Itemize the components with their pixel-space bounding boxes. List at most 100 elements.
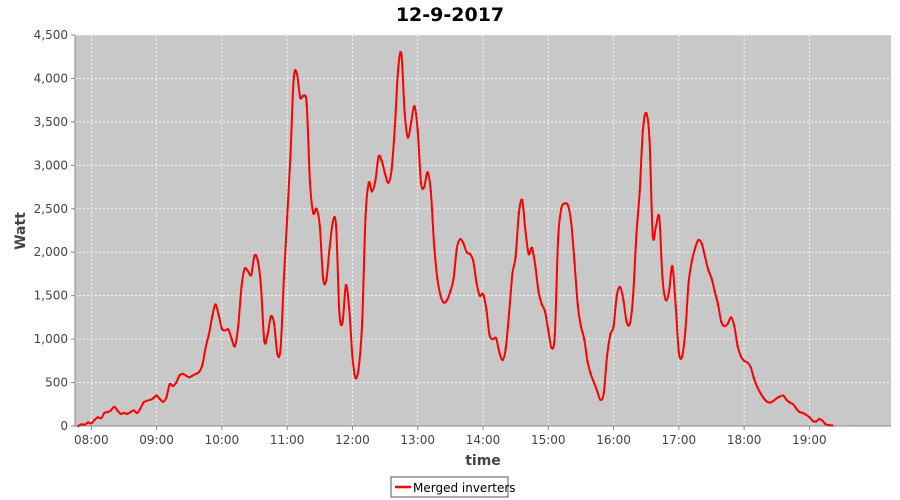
data-point <box>312 211 315 215</box>
data-point <box>814 420 818 423</box>
data-point <box>282 277 286 280</box>
data-point <box>749 365 752 369</box>
data-point <box>233 344 237 348</box>
data-point <box>622 298 625 302</box>
data-point <box>318 225 321 228</box>
data-point <box>361 320 364 323</box>
data-point <box>148 398 152 402</box>
data-point <box>739 355 743 358</box>
data-point <box>658 216 661 219</box>
data-point <box>785 398 788 402</box>
data-point <box>328 246 331 250</box>
data-point <box>795 407 798 410</box>
data-point <box>540 303 543 306</box>
axes: 0 500 1,000 1,500 2,000 2,500 3,000 3,500 4,000 4… <box>34 28 891 447</box>
y-tick-label: 4,000 <box>34 71 68 85</box>
series-line <box>77 50 834 427</box>
x-tick-label: 09:00 <box>139 433 174 447</box>
data-point <box>550 346 553 349</box>
data-point <box>804 413 808 416</box>
data-point <box>354 377 357 380</box>
data-point <box>99 417 103 420</box>
data-point <box>654 225 658 228</box>
data-point <box>808 416 811 419</box>
data-point <box>697 238 700 242</box>
data-point <box>638 190 641 193</box>
y-tick-label: 1,500 <box>34 289 68 303</box>
data-point <box>576 303 579 306</box>
data-point <box>429 190 432 193</box>
data-point <box>498 350 501 354</box>
data-point <box>171 384 175 388</box>
data-point <box>703 255 707 258</box>
data-point <box>423 185 426 189</box>
data-point <box>491 337 494 341</box>
data-point <box>514 255 517 258</box>
data-point <box>413 105 416 108</box>
data-point <box>152 397 155 400</box>
data-point <box>132 409 135 412</box>
data-point <box>436 277 439 280</box>
data-point <box>507 311 511 315</box>
data-point <box>687 281 690 284</box>
data-point <box>223 329 227 332</box>
data-point <box>775 397 778 400</box>
data-point <box>377 155 380 158</box>
data-point <box>230 337 233 341</box>
data-point <box>269 315 272 318</box>
data-point <box>798 410 801 414</box>
data-point <box>165 396 168 399</box>
data-point <box>801 411 805 415</box>
data-point <box>596 390 599 393</box>
data-point <box>547 329 550 332</box>
data-point <box>383 172 387 176</box>
x-tick-label: 18:00 <box>727 433 762 447</box>
data-point <box>831 424 834 427</box>
data-point <box>530 246 534 250</box>
data-point <box>583 337 586 341</box>
data-point <box>119 412 122 415</box>
data-point <box>485 307 488 310</box>
data-point <box>184 374 188 377</box>
data-point <box>374 179 377 183</box>
data-point <box>214 303 217 306</box>
data-point <box>83 423 87 426</box>
data-point <box>246 270 250 273</box>
data-point <box>338 311 341 315</box>
data-point <box>256 259 259 263</box>
data-point <box>534 264 537 267</box>
data-point <box>517 211 521 215</box>
data-point <box>827 423 831 427</box>
data-point <box>566 204 570 207</box>
data-point <box>635 233 638 236</box>
data-point <box>364 216 367 219</box>
data-point <box>713 290 716 293</box>
data-point <box>106 410 109 414</box>
data-point <box>586 359 589 362</box>
data-point <box>109 409 113 412</box>
data-point <box>628 322 632 325</box>
data-point <box>419 181 423 184</box>
data-point <box>664 298 667 302</box>
data-point <box>250 273 253 276</box>
data-point <box>370 190 374 193</box>
data-point <box>762 397 765 400</box>
data-point <box>194 372 197 376</box>
data-point <box>191 374 194 377</box>
data-point <box>279 346 282 349</box>
data-point <box>716 303 720 306</box>
data-point <box>605 355 609 358</box>
x-tick-label: 14:00 <box>466 433 501 447</box>
data-point <box>602 391 605 395</box>
data-point <box>680 355 684 358</box>
data-point <box>821 419 824 422</box>
data-point <box>432 242 436 245</box>
data-point <box>723 324 726 328</box>
data-point <box>661 277 664 280</box>
data-point <box>811 419 814 422</box>
data-point <box>410 120 413 124</box>
data-point <box>742 359 746 362</box>
data-point <box>615 294 618 297</box>
x-tick-label: 19:00 <box>792 433 827 447</box>
